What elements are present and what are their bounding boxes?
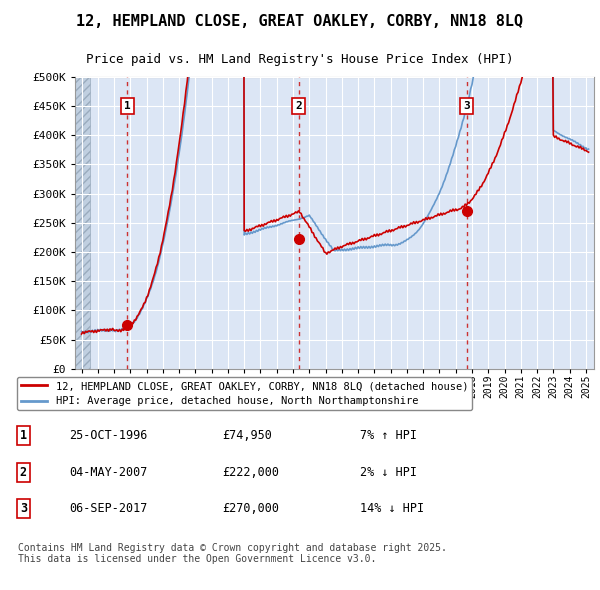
Text: 12, HEMPLAND CLOSE, GREAT OAKLEY, CORBY, NN18 8LQ: 12, HEMPLAND CLOSE, GREAT OAKLEY, CORBY,…	[76, 14, 524, 29]
Text: Contains HM Land Registry data © Crown copyright and database right 2025.
This d: Contains HM Land Registry data © Crown c…	[18, 543, 447, 565]
Text: 7% ↑ HPI: 7% ↑ HPI	[360, 429, 417, 442]
Text: 3: 3	[20, 502, 27, 515]
Bar	[75, 77, 89, 369]
Text: 2: 2	[295, 101, 302, 111]
Text: 14% ↓ HPI: 14% ↓ HPI	[360, 502, 424, 515]
Legend: 12, HEMPLAND CLOSE, GREAT OAKLEY, CORBY, NN18 8LQ (detached house), HPI: Average: 12, HEMPLAND CLOSE, GREAT OAKLEY, CORBY,…	[17, 377, 472, 411]
Text: 06-SEP-2017: 06-SEP-2017	[69, 502, 148, 515]
Text: £222,000: £222,000	[222, 466, 279, 478]
Text: 2% ↓ HPI: 2% ↓ HPI	[360, 466, 417, 478]
Text: 1: 1	[20, 429, 27, 442]
Text: 2: 2	[20, 466, 27, 478]
Text: £270,000: £270,000	[222, 502, 279, 515]
Text: Price paid vs. HM Land Registry's House Price Index (HPI): Price paid vs. HM Land Registry's House …	[86, 53, 514, 66]
Text: 3: 3	[463, 101, 470, 111]
Text: 25-OCT-1996: 25-OCT-1996	[69, 429, 148, 442]
Text: 04-MAY-2007: 04-MAY-2007	[69, 466, 148, 478]
Text: £74,950: £74,950	[222, 429, 272, 442]
Text: 1: 1	[124, 101, 131, 111]
